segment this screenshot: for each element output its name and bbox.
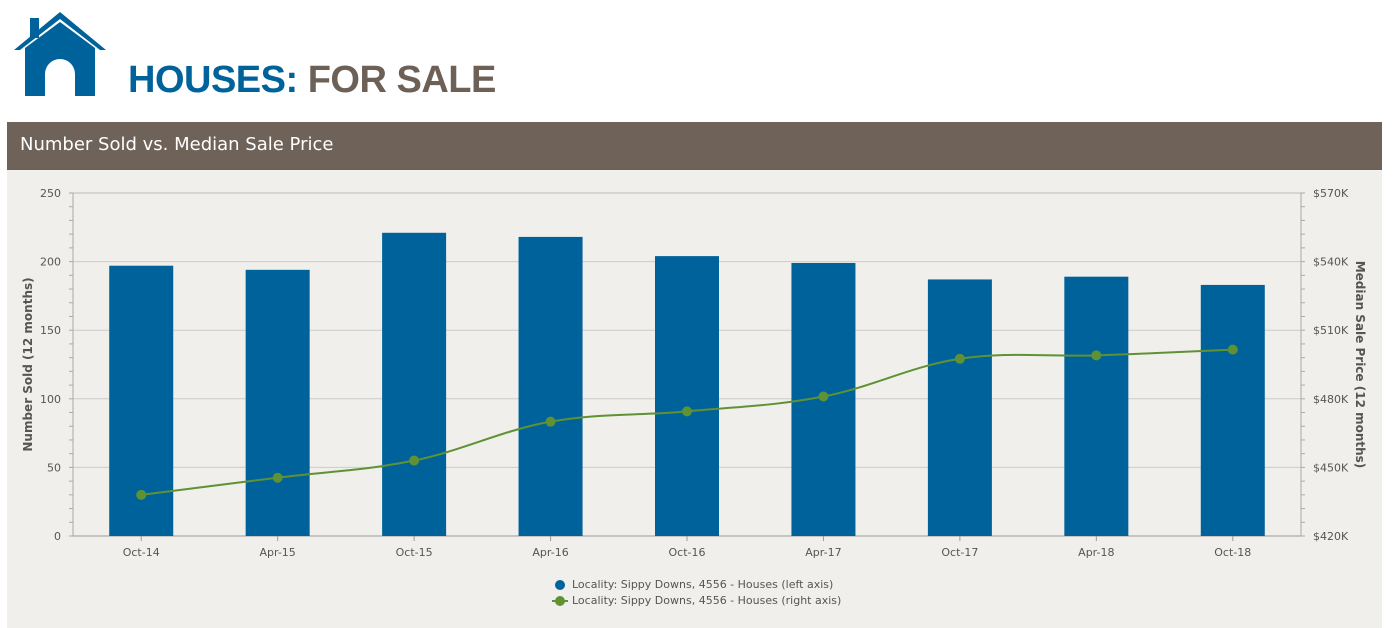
- y2-tick-label: $540K: [1313, 256, 1349, 269]
- bar: [245, 269, 310, 536]
- legend-item-line[interactable]: Locality: Sippy Downs, 4556 - Houses (ri…: [552, 593, 841, 609]
- title-part-houses: HOUSES:: [128, 59, 298, 101]
- x-tick-label: Oct-15: [396, 546, 433, 559]
- price-point: [954, 353, 965, 364]
- y2-axis-title: Median Sale Price (12 months): [1353, 261, 1367, 469]
- x-tick-label: Oct-14: [123, 546, 160, 559]
- bar: [927, 279, 992, 536]
- x-tick-label: Oct-16: [669, 546, 706, 559]
- y-tick-label: 250: [40, 187, 61, 200]
- y-tick-label: 150: [40, 324, 61, 337]
- chart-panel-header: Number Sold vs. Median Sale Price: [7, 122, 1382, 170]
- x-tick-label: Oct-18: [1214, 546, 1251, 559]
- x-tick-label: Oct-17: [941, 546, 978, 559]
- price-point: [682, 406, 692, 417]
- y-axis-title: Number Sold (12 months): [21, 277, 35, 451]
- y2-tick-label: $510K: [1313, 324, 1349, 337]
- y-tick-label: 50: [47, 461, 61, 474]
- y-tick-label: 0: [54, 530, 61, 543]
- title-part-for-sale: FOR SALE: [307, 59, 497, 101]
- chart-legend: Locality: Sippy Downs, 4556 - Houses (le…: [552, 577, 841, 609]
- y2-tick-label: $420K: [1313, 530, 1349, 543]
- y2-tick-label: $570K: [1313, 187, 1349, 200]
- price-point: [818, 391, 829, 402]
- x-tick-label: Apr-18: [1078, 546, 1114, 559]
- price-point: [545, 416, 556, 427]
- bar: [1200, 284, 1265, 536]
- y2-tick-label: $450K: [1313, 461, 1349, 474]
- x-tick-label: Apr-17: [805, 546, 841, 559]
- legend-line-marker: [552, 596, 568, 606]
- bar: [655, 256, 719, 536]
- x-tick-label: Apr-15: [260, 546, 296, 559]
- chart-title: Number Sold vs. Median Sale Price: [20, 134, 334, 155]
- legend-label-bars: Locality: Sippy Downs, 4556 - Houses (le…: [572, 578, 834, 591]
- bar: [382, 232, 447, 536]
- price-point: [136, 489, 147, 500]
- page-title: HOUSES: FOR SALE: [128, 58, 496, 102]
- price-point: [272, 472, 283, 483]
- legend-label-line: Locality: Sippy Downs, 4556 - Houses (ri…: [572, 594, 842, 607]
- bar: [518, 236, 583, 537]
- y-tick-label: 200: [40, 256, 61, 269]
- y-tick-label: 100: [40, 393, 61, 406]
- price-point: [1091, 350, 1102, 361]
- y2-tick-label: $480K: [1313, 393, 1349, 406]
- legend-bar-marker: [555, 580, 565, 590]
- price-point: [1227, 344, 1238, 355]
- bar: [1064, 276, 1129, 536]
- price-point: [409, 455, 420, 466]
- legend-item-bars[interactable]: Locality: Sippy Downs, 4556 - Houses (le…: [552, 577, 841, 593]
- x-tick-label: Apr-16: [532, 546, 568, 559]
- house-icon: [14, 12, 106, 96]
